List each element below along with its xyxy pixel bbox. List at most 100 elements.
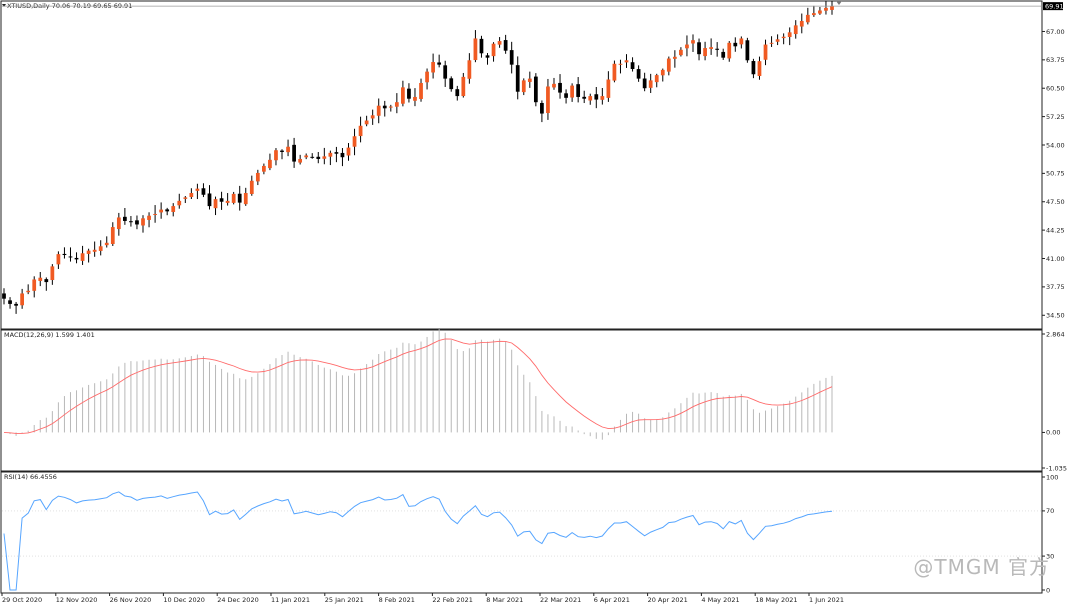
candle-body <box>189 193 194 198</box>
candle-body <box>249 180 254 194</box>
candle-body <box>467 60 472 79</box>
candle-body <box>775 39 780 42</box>
candle-body <box>600 96 605 100</box>
candle-body <box>352 136 357 147</box>
rsi-tick-label: 0 <box>1046 586 1050 594</box>
candle-body <box>328 152 333 157</box>
price-tick-label: 34.50 <box>1046 312 1065 320</box>
collapse-triangle-icon[interactable] <box>2 4 6 7</box>
candle-body <box>805 14 810 23</box>
candle-body <box>540 102 544 114</box>
candle-body <box>394 102 399 107</box>
candle-body <box>304 155 309 158</box>
candle-body <box>425 71 429 83</box>
watermark: @TMGM 官方 <box>913 555 1050 579</box>
price-series <box>2 0 1042 314</box>
rsi-tick-label: 30 <box>1046 552 1054 560</box>
candle-body <box>346 147 351 156</box>
candle-body <box>147 215 151 220</box>
candle-body <box>26 290 31 293</box>
candle-body <box>286 146 290 153</box>
candle-body <box>431 62 435 73</box>
candle-body <box>68 256 73 258</box>
date-tick-label: 29 Oct 2020 <box>2 596 42 604</box>
candle-body <box>123 216 127 221</box>
candle-body <box>2 293 6 299</box>
candle-body <box>171 206 176 212</box>
candle-body <box>521 80 526 93</box>
date-tick-label: 20 Apr 2021 <box>648 596 688 604</box>
candle-body <box>757 61 762 76</box>
chart-shift-icon <box>836 1 842 5</box>
candle-body <box>280 150 284 152</box>
date-tick-label: 8 Mar 2021 <box>486 596 523 604</box>
candle-body <box>207 193 212 207</box>
candle-body <box>407 88 411 99</box>
candle-body <box>654 75 659 83</box>
candle-body <box>449 78 454 90</box>
candle-body <box>564 93 568 98</box>
candle-body <box>225 200 230 203</box>
price-tick-label: 41.00 <box>1046 255 1065 263</box>
price-tick-label: 47.50 <box>1046 198 1065 206</box>
price-tick-label: 67.00 <box>1046 28 1065 36</box>
candle-body <box>733 42 738 47</box>
candle-body <box>129 221 133 223</box>
candle-body <box>485 55 490 58</box>
macd-tick-label: -1.035 <box>1046 464 1067 472</box>
macd-signal-line <box>3 338 833 434</box>
candle-body <box>648 80 653 88</box>
price-pane-frame <box>0 0 1043 330</box>
macd-tick-label: 0.00 <box>1046 429 1060 437</box>
date-tick-label: 1 Jun 2021 <box>809 596 844 604</box>
candle-body <box>703 48 707 57</box>
candle-body <box>20 293 25 306</box>
date-tick-label: 22 Mar 2021 <box>540 596 581 604</box>
candle-body <box>618 63 623 65</box>
candle-body <box>727 42 732 59</box>
candle-body <box>491 43 496 57</box>
candle-body <box>461 76 466 97</box>
candle-body <box>479 38 484 54</box>
candle-body <box>527 78 532 82</box>
rsi-tick-label: 70 <box>1046 507 1054 515</box>
macd-pane-frame <box>0 329 1043 472</box>
candle-body <box>799 20 804 27</box>
candle-body <box>588 96 593 101</box>
candle-body <box>419 82 423 99</box>
current-price-label: 69.91 <box>1045 2 1064 10</box>
candle-body <box>255 172 260 182</box>
candle-body <box>576 84 581 97</box>
candle-body <box>413 96 417 101</box>
candle-body <box>672 56 677 59</box>
candle-body <box>334 152 339 154</box>
price-tick-label: 60.50 <box>1046 85 1065 93</box>
candle-body <box>382 105 387 109</box>
date-tick-label: 4 May 2021 <box>701 596 739 604</box>
candle-body <box>630 62 635 70</box>
rsi-pane-frame <box>0 471 1043 594</box>
candle-body <box>830 6 834 10</box>
candle-body <box>141 218 145 226</box>
candle-body <box>219 198 224 202</box>
candle-body <box>739 38 744 45</box>
candle-body <box>582 96 587 99</box>
candle-body <box>135 220 139 225</box>
candle-body <box>274 150 278 161</box>
candle-body <box>340 152 345 158</box>
candle-body <box>364 120 369 125</box>
candle-body <box>14 303 18 306</box>
candle-body <box>636 69 641 79</box>
candle-body <box>80 253 85 261</box>
candle-body <box>515 65 520 92</box>
candle-body <box>606 79 611 98</box>
candle-body <box>642 78 647 89</box>
date-tick-label: 10 Dec 2020 <box>163 596 205 604</box>
candle-body <box>116 217 121 230</box>
date-tick-label: 18 May 2021 <box>755 596 797 604</box>
macd-tick-label: 2.864 <box>1046 330 1065 338</box>
candle-body <box>376 105 381 116</box>
candle-body <box>763 44 768 60</box>
candle-body <box>552 83 556 88</box>
